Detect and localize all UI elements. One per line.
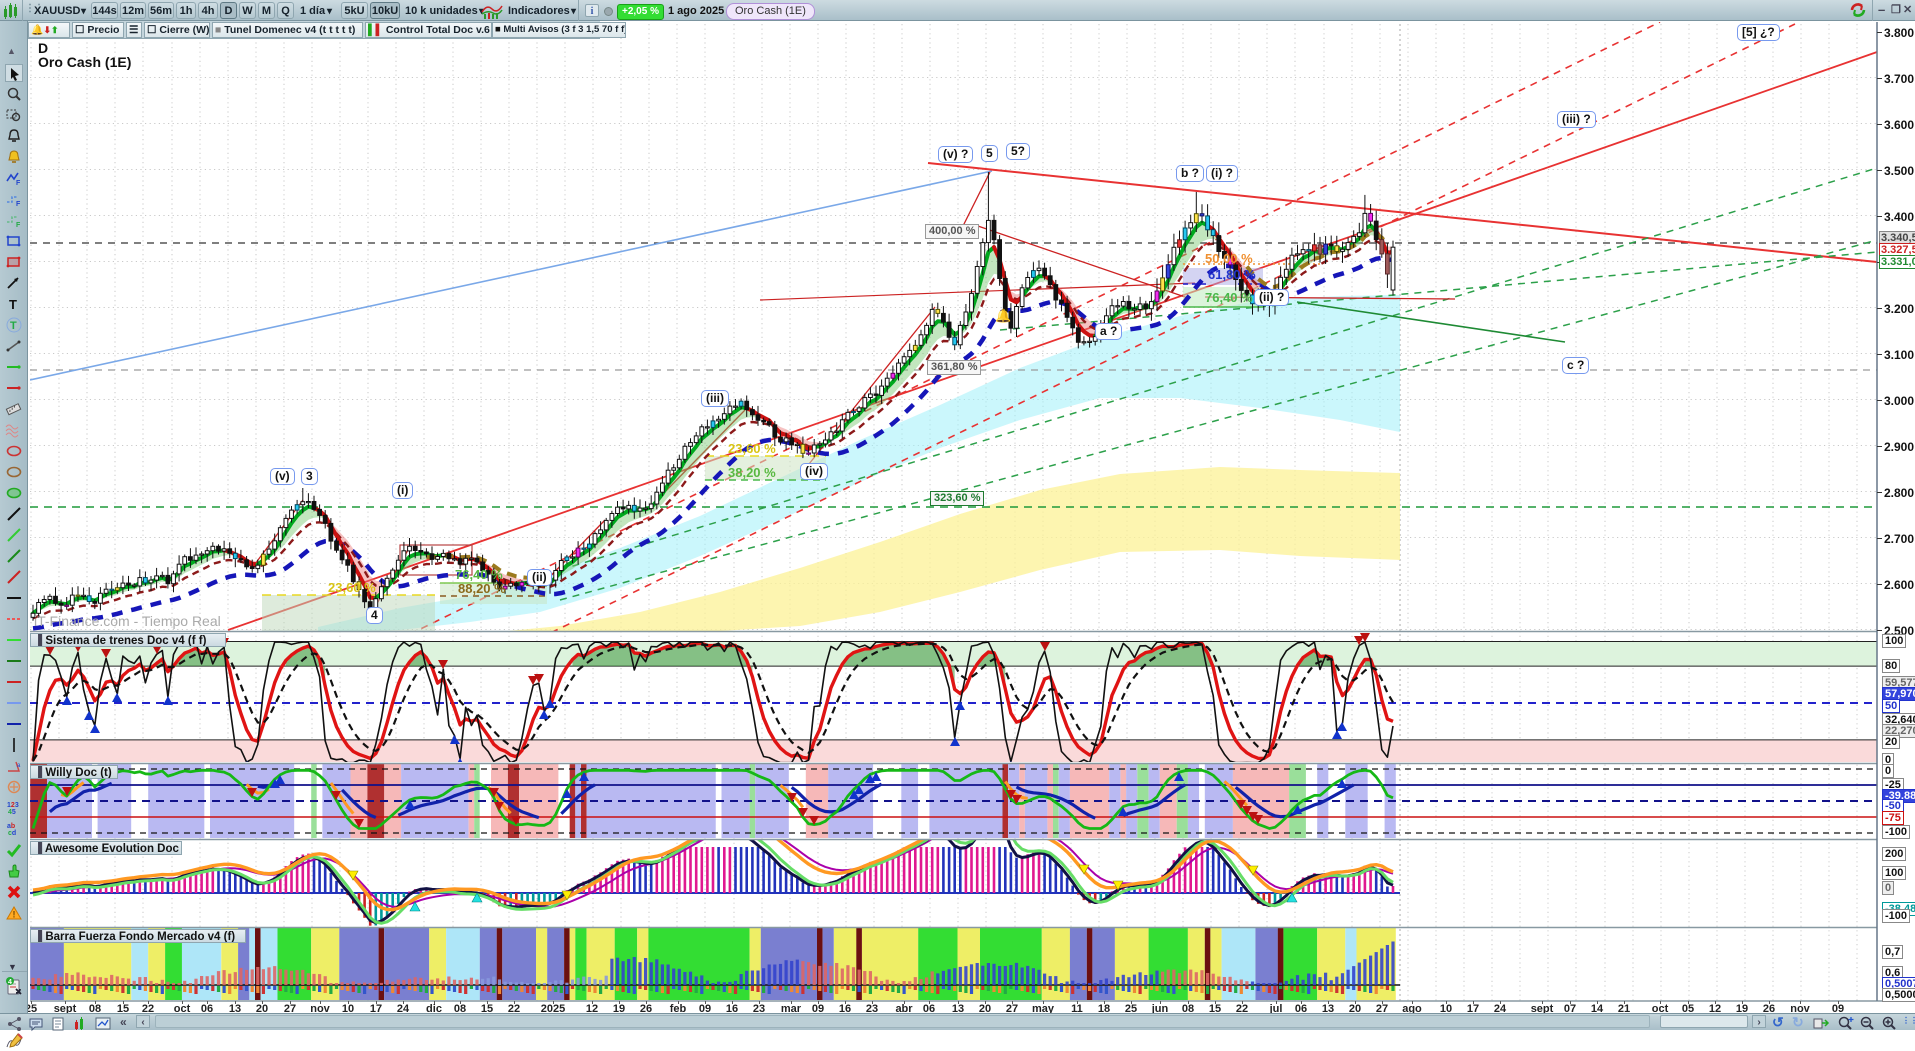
svg-text:45: 45: [8, 809, 16, 816]
svg-text:F: F: [16, 201, 21, 208]
svg-text:4: 4: [8, 979, 12, 986]
svg-text:T: T: [9, 297, 17, 312]
svg-text:!: !: [13, 910, 16, 920]
svg-text:ab: ab: [7, 823, 15, 830]
svg-text:cd: cd: [8, 830, 16, 837]
svg-text:F: F: [16, 180, 21, 187]
svg-text:a: a: [17, 763, 21, 769]
svg-text:F: F: [16, 222, 21, 229]
svg-text:123: 123: [7, 802, 19, 809]
svg-text:T: T: [10, 320, 17, 332]
